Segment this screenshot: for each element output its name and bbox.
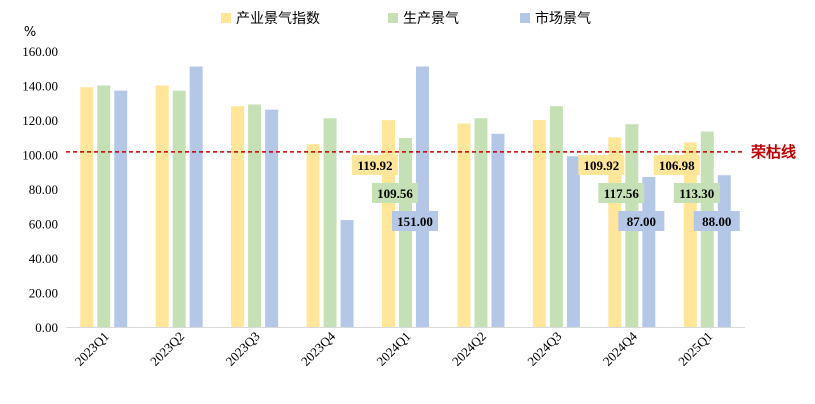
bar-2023Q1-s0 [80,87,94,327]
data-label-box [392,211,438,231]
x-tick-label: 2024Q2 [449,329,489,369]
legend-swatch-1 [388,13,398,23]
bar-2023Q3-s1 [248,104,262,327]
bar-2023Q3-s2 [265,109,279,328]
legend-label-0: 产业景气指数 [236,11,320,27]
data-label-box [598,183,645,203]
x-tick-label: 2023Q4 [298,328,339,369]
legend-swatch-2 [520,13,530,23]
y-tick-label: 120.00 [22,113,58,128]
bar-2024Q3-s1 [549,106,563,327]
bar-2024Q1-s2 [416,66,429,328]
data-label-box [673,183,720,203]
y-tick-label: 40.00 [29,251,58,266]
reference-line: 荣枯线 [66,143,796,161]
data-label: 87.00 [627,214,656,229]
data-label: 106.98 [659,158,695,173]
y-tick-label: 60.00 [29,217,58,232]
data-label-box [618,211,665,231]
x-tick-label: 2024Q3 [524,329,564,369]
bar-2023Q1-s1 [97,85,111,327]
bar-2023Q2-s0 [155,85,169,327]
y-tick-label: 160.00 [22,44,58,59]
data-label-box [653,155,700,175]
bar-2023Q4-s2 [340,220,354,327]
bar-2023Q2-s2 [189,66,203,328]
bar-2023Q2-s1 [172,90,186,327]
legend-swatch-0 [221,13,231,23]
x-axis: 2023Q1 2023Q2 2023Q3 2023Q4 2024Q1 2024Q2 2024… [66,327,745,369]
x-tick-label: 2025Q1 [675,329,715,369]
y-tick-label: 20.00 [29,286,58,301]
legend-label-1: 生产景气 [403,11,459,27]
bar-2024Q2-s2 [491,133,505,327]
bar-2023Q4-s1 [323,118,337,328]
data-label: 109.92 [583,158,619,173]
data-label-box [372,183,418,203]
data-label: 117.56 [604,186,640,201]
data-label: 113.30 [679,186,714,201]
bar-2024Q2-s0 [457,123,471,327]
y-tick-label: 0.00 [35,320,58,335]
x-tick-label: 2024Q1 [373,329,413,369]
data-label: 119.92 [357,158,392,173]
bar-2024Q3-s2 [566,156,580,327]
data-label-box [352,155,398,175]
data-label-box [578,155,625,175]
y-tick-label: 100.00 [22,148,58,163]
x-tick-label: 2023Q1 [72,329,112,369]
data-label: 151.00 [397,214,433,229]
y-axis: 0.00 20.00 40.00 60.00 80.00 100.00 120.00 140.… [22,44,58,335]
data-label: 88.00 [702,214,731,229]
x-tick-label: 2023Q3 [223,329,263,369]
y-tick-label: 80.00 [29,182,58,197]
legend-label-2: 市场景气 [535,10,591,27]
reference-line-label: 荣枯线 [750,143,796,161]
y-tick-label: 140.00 [22,79,58,94]
bar-2023Q3-s0 [231,106,245,327]
x-tick-label: 2023Q2 [147,329,187,369]
bar-2024Q2-s1 [474,118,488,328]
data-labels: 119.92 109.56 151.00 109.92 117.56 87.00 106.9… [352,155,740,231]
data-label: 109.56 [377,186,413,201]
y-axis-unit: % [24,25,36,40]
bar-2023Q1-s2 [114,90,128,327]
legend: 产业景气指数 生产景气 市场景气 [221,10,591,27]
bar-2024Q1-s1 [399,138,412,327]
bar-2024Q3-s0 [532,120,546,327]
data-label-box [693,211,740,231]
bar-2023Q4-s0 [306,144,320,327]
x-tick-label: 2024Q4 [600,328,641,369]
